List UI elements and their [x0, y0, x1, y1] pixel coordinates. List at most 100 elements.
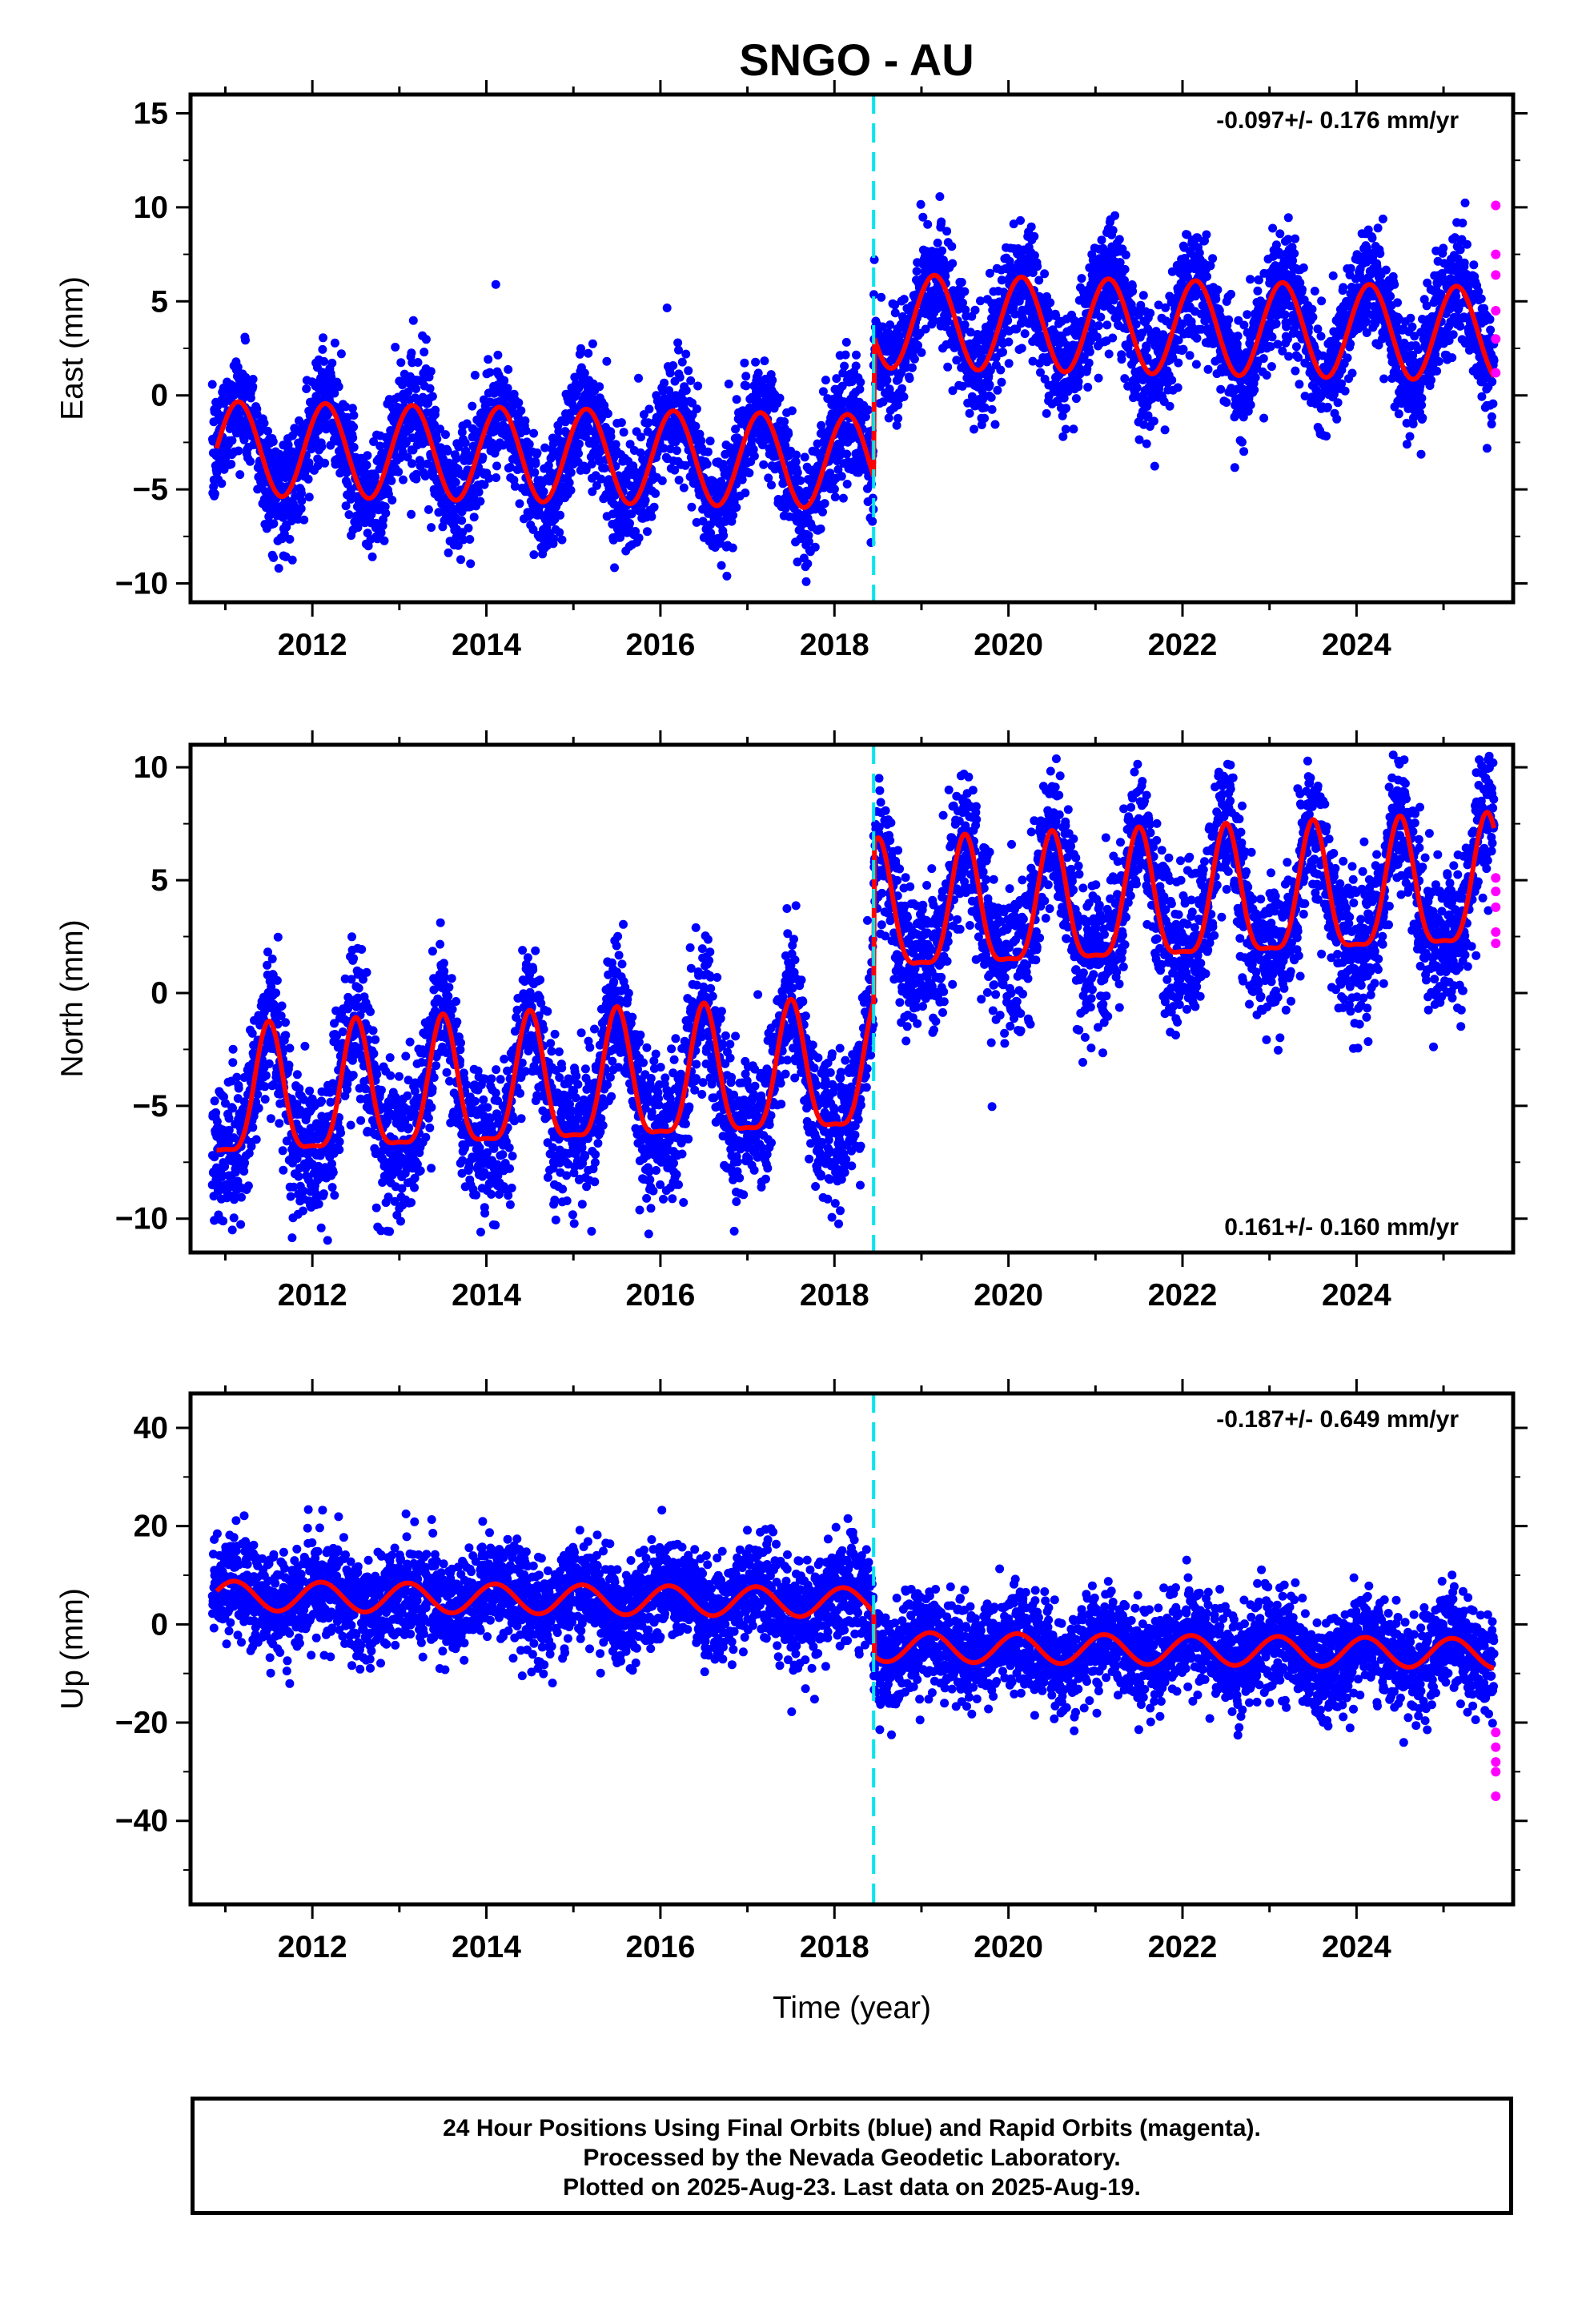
data-point [1173, 383, 1182, 392]
data-point [741, 372, 751, 381]
data-point [514, 398, 524, 408]
data-point [456, 555, 465, 565]
data-point [462, 419, 472, 428]
data-point [627, 509, 636, 519]
data-point [673, 338, 683, 348]
data-point [420, 472, 430, 480]
data-point [600, 464, 609, 472]
data-point [341, 501, 351, 511]
data-point [443, 446, 452, 456]
data-point [832, 374, 841, 384]
data-point [1298, 285, 1307, 294]
data-point [1046, 298, 1055, 308]
data-point [838, 493, 848, 503]
data-point [1203, 364, 1213, 374]
data-point [610, 563, 619, 573]
data-point [529, 428, 539, 438]
data-point [1343, 353, 1352, 363]
data-point [1208, 254, 1218, 263]
data-point [820, 499, 829, 509]
data-point [698, 517, 708, 526]
data-point [499, 440, 508, 450]
data-point [241, 336, 250, 345]
data-point [674, 345, 683, 355]
data-point [909, 354, 919, 364]
data-point [1121, 250, 1130, 259]
data-point [745, 468, 754, 478]
data-point [282, 522, 291, 532]
data-point [1267, 332, 1277, 342]
data-point [1033, 262, 1042, 271]
data-point [619, 428, 628, 437]
data-point [421, 335, 431, 344]
data-point [1040, 269, 1050, 279]
data-point [587, 460, 596, 468]
data-point [549, 534, 559, 544]
data-point [505, 463, 515, 472]
data-point [830, 493, 840, 502]
data-point [532, 448, 542, 457]
data-point [1251, 373, 1260, 382]
data-point [1246, 400, 1255, 410]
data-point [468, 401, 477, 411]
data-point [408, 459, 416, 468]
data-point [958, 298, 967, 308]
data-point [719, 531, 729, 541]
data-point [371, 518, 381, 528]
data-point [319, 333, 327, 343]
data-point [1232, 340, 1242, 349]
data-point [566, 485, 576, 495]
data-point [574, 439, 584, 448]
data-point [705, 436, 715, 446]
data-point [299, 515, 309, 525]
data-point [784, 429, 793, 439]
data-point [264, 448, 274, 457]
data-point [378, 521, 387, 530]
data-point [1017, 344, 1026, 353]
data-point [793, 468, 802, 477]
data-point [818, 507, 827, 517]
data-point [1042, 408, 1051, 418]
data-point [907, 363, 917, 372]
data-point [279, 513, 287, 522]
data-point [461, 446, 471, 456]
data-point [885, 320, 895, 330]
data-point [1160, 425, 1170, 435]
data-point [1259, 354, 1268, 364]
data-point [691, 421, 701, 431]
data-point [1084, 358, 1094, 368]
data-point [863, 405, 873, 415]
data-point [631, 527, 640, 536]
data-point [1069, 424, 1078, 434]
data-point [702, 460, 712, 469]
data-point [1268, 223, 1278, 233]
data-point [1110, 211, 1120, 220]
data-point [556, 510, 565, 520]
data-point [426, 367, 436, 376]
data-point [387, 476, 396, 485]
data-point [1224, 315, 1234, 324]
data-point [897, 384, 907, 393]
data-point [407, 348, 416, 358]
data-point [330, 388, 339, 398]
data-point [484, 473, 494, 483]
data-point [679, 483, 689, 493]
data-point [425, 384, 435, 393]
data-point [729, 510, 738, 520]
data-point [764, 473, 773, 483]
data-point [539, 487, 548, 497]
data-point [1165, 401, 1174, 411]
data-point [1191, 360, 1201, 369]
data-point [420, 348, 429, 357]
data-point [905, 374, 914, 384]
data-point [675, 372, 685, 382]
data-point [1290, 249, 1299, 258]
data-point [842, 449, 852, 459]
data-point [441, 430, 450, 440]
data-point [375, 441, 385, 451]
data-point [942, 317, 952, 326]
data-point [274, 564, 283, 573]
final-orbits-points [207, 192, 1499, 586]
data-point [363, 451, 372, 460]
data-point [1120, 374, 1130, 384]
